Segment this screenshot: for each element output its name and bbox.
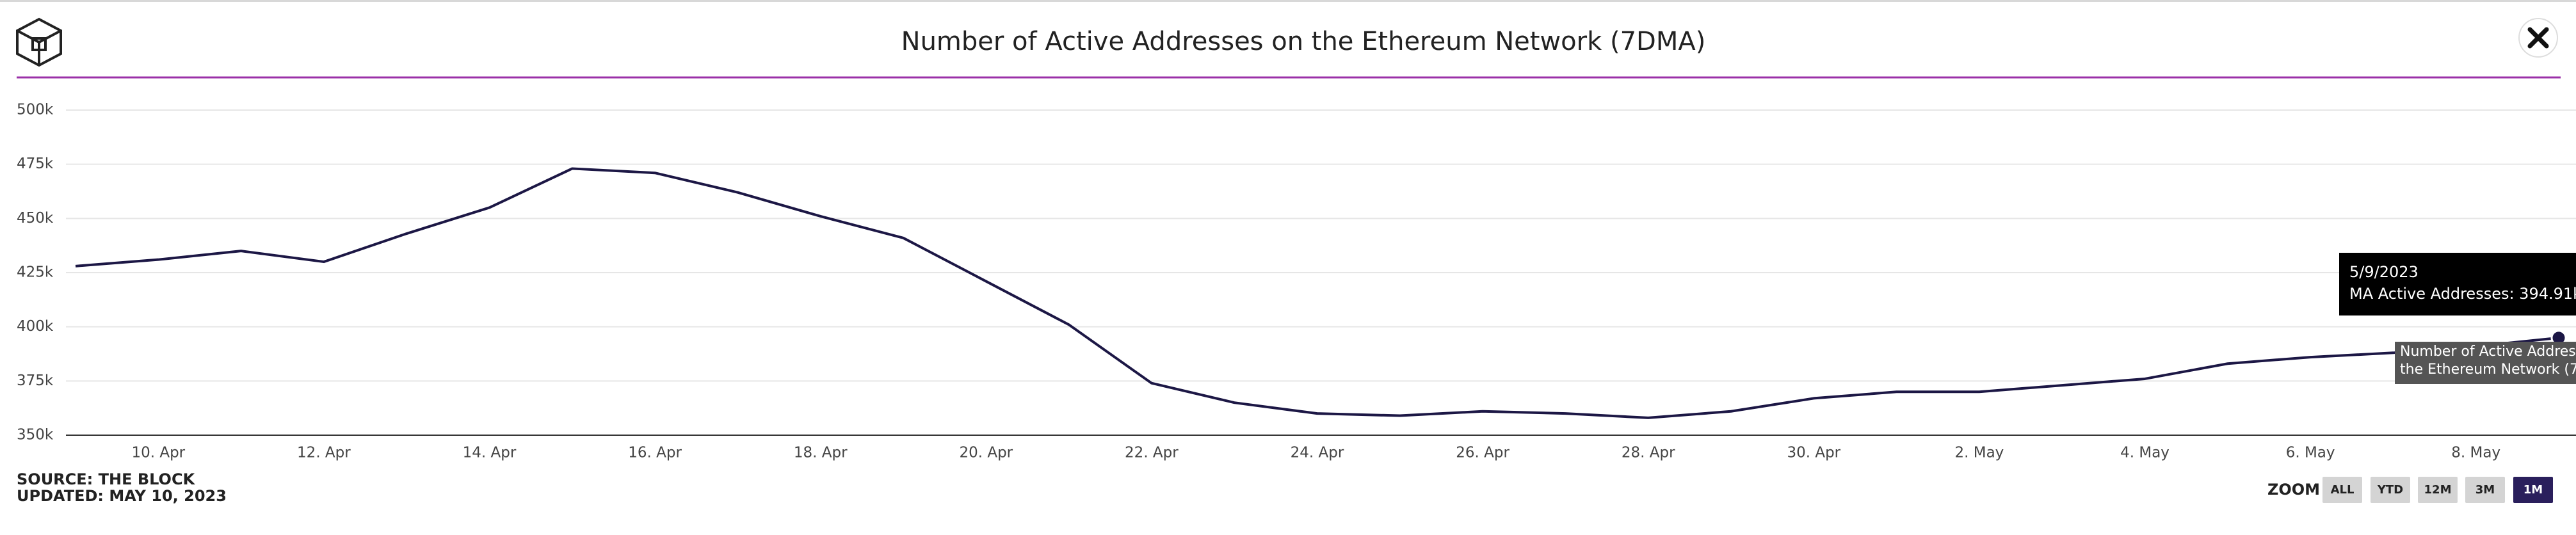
x-tick-label: 20. Apr	[959, 445, 1013, 461]
zoom-button-bg[interactable]	[2465, 477, 2505, 503]
series-label-box	[2395, 342, 2576, 384]
series-label: Number of Active Addresses on the Ethere…	[2400, 344, 2576, 378]
x-tick-label: 4. May	[2120, 445, 2169, 461]
series-label-text: Number of Active Addresses on the Ethere…	[2400, 344, 2576, 378]
x-tick-label: 24. Apr	[1291, 445, 1344, 461]
y-tick-label: 400k	[17, 318, 54, 335]
logo	[16, 17, 62, 67]
zoom-button-label[interactable]: 12M	[2424, 483, 2452, 497]
y-tick-label: 375k	[17, 372, 54, 389]
zoom-button-label[interactable]: ALL	[2331, 483, 2355, 497]
y-tick-label: 425k	[17, 264, 54, 281]
zoom-button[interactable]: 1M	[2513, 477, 2553, 503]
zoom-button-label[interactable]: 1M	[2524, 483, 2543, 497]
close-button[interactable]	[2518, 18, 2558, 58]
y-tick-label: 475k	[17, 156, 54, 172]
zoom-label: ZOOM	[2267, 481, 2320, 499]
top-border	[0, 0, 2576, 2]
updated: UPDATED: MAY 10, 2023	[17, 487, 227, 505]
y-tick-label: 350k	[17, 427, 54, 443]
tooltip-box	[2339, 253, 2576, 315]
x-tick-label: 26. Apr	[1456, 445, 1509, 461]
x-tick-label: 16. Apr	[628, 445, 682, 461]
x-tick-label: 30. Apr	[1787, 445, 1840, 461]
zoom-button-bg[interactable]	[2513, 477, 2553, 503]
zoom-button[interactable]: YTD	[2371, 477, 2410, 503]
x-tick-label: 18. Apr	[794, 445, 848, 461]
y-tick-label: 450k	[17, 210, 54, 227]
zoom-button[interactable]: 12M	[2418, 477, 2458, 503]
series-line	[75, 167, 2559, 419]
x-tick-label: 8. May	[2451, 445, 2500, 461]
y-tick-label: 500k	[17, 102, 54, 118]
tooltip-date: 5/9/2023	[2349, 263, 2419, 281]
x-tick-label: 6. May	[2286, 445, 2335, 461]
zoom-button-label[interactable]: YTD	[2377, 483, 2403, 497]
tooltip-text: MA Active Addresses: 394.91k	[2349, 285, 2576, 303]
x-tick-label: 28. Apr	[1622, 445, 1675, 461]
zoom-button[interactable]: ALL	[2322, 477, 2362, 503]
x-tick-label: 2. May	[1954, 445, 2004, 461]
zoom-button-bg[interactable]	[2322, 477, 2362, 503]
source: SOURCE: THE BLOCK	[17, 470, 196, 488]
zoom-button[interactable]: 3M	[2465, 477, 2505, 503]
x-tick-label: 14. Apr	[463, 445, 517, 461]
chart-title: Number of Active Addresses on the Ethere…	[901, 27, 1706, 56]
x-tick-label: 10. Apr	[131, 445, 185, 461]
zoom-button-label[interactable]: 3M	[2475, 483, 2495, 497]
zoom-button-bg[interactable]	[2418, 477, 2458, 503]
zoom-button-bg[interactable]	[2371, 477, 2410, 503]
x-tick-label: 12. Apr	[297, 445, 351, 461]
x-tick-label: 22. Apr	[1125, 445, 1179, 461]
